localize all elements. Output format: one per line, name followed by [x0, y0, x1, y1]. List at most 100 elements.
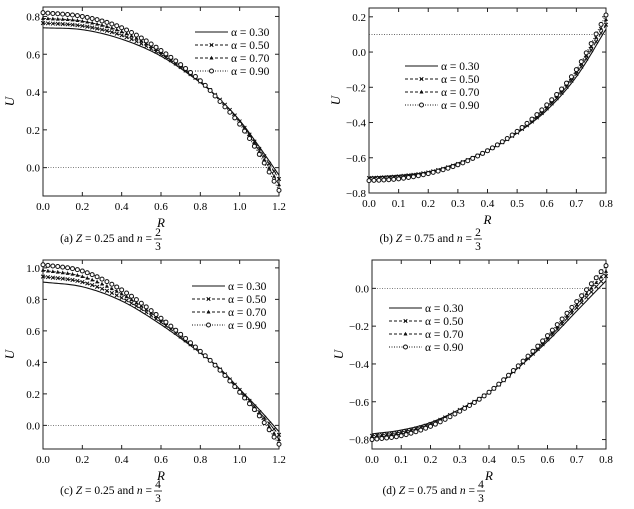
- data-point: [129, 37, 134, 42]
- x-tick-label: 0.5: [511, 454, 525, 466]
- data-point: [579, 297, 584, 301]
- data-point: [90, 25, 95, 30]
- caption-text: (d) Z = 0.75 and n =: [382, 485, 475, 497]
- caption-mid: = 0.75 and: [405, 485, 460, 497]
- legend-marker: [419, 76, 424, 82]
- data-point: [99, 286, 105, 291]
- data-point: [584, 287, 589, 293]
- data-point: [559, 86, 565, 92]
- data-point: [202, 353, 208, 359]
- data-point: [65, 22, 70, 27]
- series-1: [42, 281, 280, 433]
- data-point: [584, 295, 589, 300]
- legend-label: α = 0.50: [441, 74, 480, 86]
- data-point: [40, 262, 46, 268]
- x-tick-label: 1.0: [233, 454, 247, 466]
- data-point: [589, 44, 594, 48]
- data-point: [559, 316, 565, 322]
- legend-label: α = 0.70: [425, 329, 464, 341]
- data-point: [148, 308, 154, 314]
- data-point: [406, 175, 411, 181]
- data-point: [578, 59, 584, 65]
- data-point: [604, 17, 608, 21]
- data-point: [94, 284, 100, 289]
- y-tick-label: −0.8: [346, 188, 366, 200]
- data-point: [425, 171, 431, 177]
- data-point: [549, 327, 555, 333]
- data-point: [574, 299, 580, 305]
- data-point: [139, 38, 144, 43]
- data-point: [227, 378, 233, 384]
- data-point: [95, 21, 100, 26]
- data-point: [90, 277, 95, 282]
- data-point: [109, 30, 114, 35]
- y-tick-label: 1.0: [26, 263, 40, 275]
- data-point: [510, 368, 516, 374]
- panel-caption: (c) Z = 0.25 and n = 4 3: [60, 479, 162, 505]
- data-point: [271, 434, 277, 440]
- legend-marker: [419, 89, 424, 94]
- data-point: [178, 62, 184, 68]
- data-point: [60, 21, 65, 27]
- data-point: [109, 281, 115, 287]
- legend-label: α = 0.50: [228, 294, 267, 306]
- series-line: [368, 28, 607, 178]
- data-point: [593, 39, 599, 44]
- series-4: [369, 263, 609, 443]
- series-line: [371, 265, 607, 440]
- data-point: [129, 33, 134, 38]
- data-point: [432, 421, 438, 427]
- legend-entry: α = 0.50: [389, 316, 464, 328]
- data-point: [158, 315, 164, 321]
- caption-text: (b) Z = 0.75 and n =: [379, 233, 472, 245]
- data-point: [104, 288, 110, 293]
- data-point: [403, 432, 409, 438]
- legend-entry: α = 0.70: [195, 53, 270, 65]
- y-tick-label: 0.2: [352, 12, 366, 24]
- data-point: [267, 161, 272, 166]
- data-point: [413, 429, 419, 435]
- data-point: [369, 437, 375, 443]
- data-point: [50, 10, 56, 16]
- data-point: [109, 286, 114, 291]
- data-point: [197, 348, 203, 354]
- x-tick-label: 0.2: [75, 201, 89, 213]
- data-point: [455, 162, 461, 168]
- data-point: [60, 17, 65, 21]
- series-2: [366, 22, 609, 181]
- data-point: [192, 344, 198, 350]
- data-point: [374, 436, 380, 442]
- legend-label: α = 0.30: [231, 27, 270, 39]
- data-point: [535, 343, 541, 349]
- data-point: [594, 280, 599, 285]
- data-point: [75, 18, 80, 22]
- y-tick-label: 0.2: [26, 389, 40, 401]
- x-tick-label: 0.0: [36, 201, 50, 213]
- x-tick-label: 0.0: [36, 454, 50, 466]
- data-point: [247, 135, 252, 141]
- caption-mid: = 0.25 and: [82, 485, 137, 497]
- data-point: [501, 377, 507, 383]
- data-point: [183, 65, 189, 71]
- data-point: [256, 413, 262, 419]
- data-point: [65, 17, 70, 22]
- data-point: [60, 264, 66, 270]
- data-point: [95, 279, 100, 284]
- data-point: [366, 178, 372, 184]
- data-point: [153, 311, 159, 317]
- caption-var: Z: [399, 485, 406, 497]
- data-point: [540, 338, 546, 344]
- data-point: [276, 432, 282, 437]
- data-point: [598, 279, 604, 284]
- data-point: [45, 16, 50, 21]
- data-point: [588, 41, 594, 47]
- data-point: [371, 177, 377, 183]
- data-point: [70, 266, 75, 272]
- data-point: [480, 150, 486, 156]
- caption-text: (a) Z = 0.25 and n =: [60, 233, 152, 245]
- data-point: [99, 27, 105, 32]
- data-point: [272, 174, 277, 178]
- data-point: [277, 182, 281, 187]
- data-point: [573, 67, 579, 73]
